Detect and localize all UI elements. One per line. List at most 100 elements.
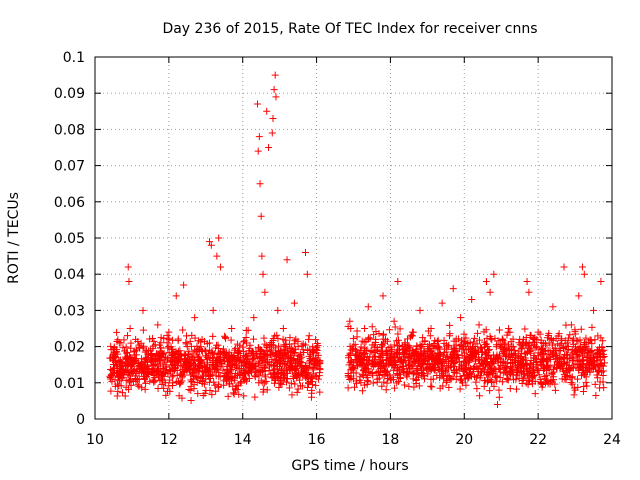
data-point — [173, 359, 181, 367]
data-point — [249, 354, 257, 362]
data-point — [536, 375, 544, 383]
data-point — [471, 373, 479, 381]
data-point — [591, 380, 599, 388]
data-point — [376, 349, 384, 357]
data-point — [227, 336, 235, 344]
data-point — [213, 252, 221, 260]
data-point — [270, 351, 278, 359]
data-point — [353, 350, 361, 358]
data-point — [599, 337, 607, 345]
data-point — [410, 369, 418, 377]
data-point — [231, 374, 239, 382]
data-point — [258, 356, 266, 364]
data-point — [192, 347, 200, 355]
data-point — [570, 340, 578, 348]
data-point — [553, 352, 561, 360]
data-point — [314, 375, 322, 383]
data-point — [202, 387, 210, 395]
x-tick-label: 22 — [529, 432, 547, 448]
data-point — [205, 238, 213, 246]
data-point — [146, 346, 154, 354]
data-points — [106, 71, 609, 409]
data-point — [281, 336, 289, 344]
data-point — [508, 342, 516, 350]
data-point — [121, 368, 129, 376]
data-point — [578, 352, 586, 360]
data-point — [221, 333, 229, 341]
data-point — [424, 354, 432, 362]
x-tick-label: 10 — [86, 432, 104, 448]
data-point — [569, 357, 577, 365]
data-point — [148, 366, 156, 374]
data-point — [486, 332, 494, 340]
data-point — [150, 337, 158, 345]
data-point — [404, 343, 412, 351]
data-point — [271, 332, 279, 340]
data-point — [114, 387, 122, 395]
data-point — [196, 355, 204, 363]
data-point — [169, 336, 177, 344]
data-point — [244, 326, 252, 334]
data-point — [265, 144, 273, 151]
data-point — [261, 352, 269, 360]
data-point — [466, 370, 474, 378]
data-point — [394, 336, 402, 344]
data-point — [166, 376, 174, 384]
data-point — [121, 392, 129, 400]
data-point — [460, 372, 468, 380]
data-point — [427, 325, 435, 332]
data-point — [312, 381, 320, 389]
data-point — [465, 345, 473, 353]
y-tick-label: 0.02 — [54, 340, 85, 356]
data-point — [582, 343, 590, 351]
data-point — [122, 383, 130, 391]
data-point — [405, 382, 413, 390]
data-point — [531, 390, 539, 398]
data-point — [495, 364, 503, 372]
data-point — [183, 332, 191, 340]
data-point — [568, 380, 576, 388]
data-point — [208, 348, 216, 356]
data-point — [217, 356, 225, 364]
data-point — [593, 371, 601, 379]
data-point — [426, 364, 434, 372]
data-point — [573, 351, 581, 359]
data-point — [438, 364, 446, 372]
data-point — [135, 343, 143, 351]
data-point — [554, 332, 562, 340]
data-point — [368, 361, 376, 369]
data-point — [345, 352, 353, 360]
data-point — [473, 340, 481, 348]
data-point — [286, 334, 294, 342]
data-point — [352, 351, 360, 359]
data-point — [394, 330, 402, 338]
data-point — [122, 376, 130, 384]
data-point — [305, 332, 313, 340]
data-point — [391, 363, 399, 371]
data-point — [176, 372, 184, 380]
data-point — [182, 366, 190, 374]
data-point — [157, 353, 165, 361]
x-tick-label: 18 — [382, 432, 400, 448]
data-point — [261, 371, 269, 379]
data-point — [571, 330, 579, 338]
data-point — [209, 370, 217, 378]
data-point — [113, 361, 121, 369]
data-point — [188, 331, 196, 339]
data-point — [202, 375, 210, 383]
data-point — [347, 358, 355, 366]
data-point — [250, 314, 258, 322]
data-point — [303, 384, 311, 392]
data-point — [574, 365, 582, 373]
data-point — [396, 358, 404, 366]
data-point — [351, 383, 359, 391]
data-point — [542, 379, 550, 387]
data-point — [197, 358, 205, 366]
data-point — [412, 347, 420, 355]
data-point — [176, 351, 184, 359]
data-point — [474, 348, 482, 356]
data-point — [461, 375, 469, 383]
data-point — [287, 362, 295, 370]
data-point — [369, 379, 377, 387]
data-point — [157, 344, 165, 352]
